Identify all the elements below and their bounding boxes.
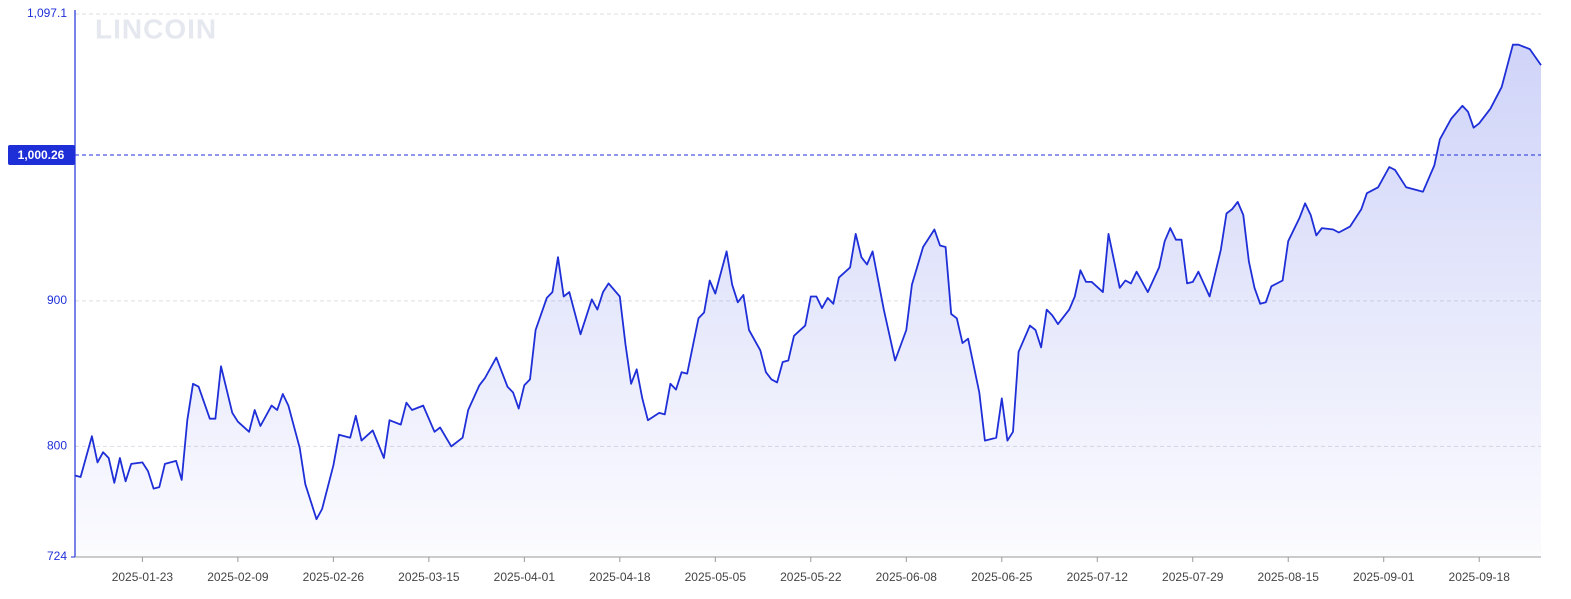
x-tick-label: 2025-09-18	[1449, 570, 1511, 584]
x-tick-label: 2025-01-23	[112, 570, 174, 584]
x-tick-label: 2025-05-22	[780, 570, 842, 584]
x-tick-label: 2025-08-15	[1258, 570, 1320, 584]
y-tick-label: 800	[47, 439, 67, 453]
x-tick-label: 2025-07-29	[1162, 570, 1224, 584]
x-tick-label: 2025-05-05	[685, 570, 747, 584]
x-tick-label: 2025-07-12	[1067, 570, 1129, 584]
watermark: LINCOIN	[95, 13, 217, 44]
current-price-badge	[8, 144, 75, 165]
y-tick-label: 724	[47, 549, 67, 563]
x-tick-label: 2025-04-01	[494, 570, 556, 584]
x-tick-label: 2025-02-26	[303, 570, 365, 584]
x-tick-label: 2025-02-09	[207, 570, 269, 584]
x-tick-label: 2025-09-01	[1353, 570, 1415, 584]
x-tick-label: 2025-04-18	[589, 570, 651, 584]
x-tick-label: 2025-06-25	[971, 570, 1033, 584]
y-tick-label: 900	[47, 293, 67, 307]
current-price-label: 1,000.26	[18, 148, 65, 162]
x-tick-label: 2025-03-15	[398, 570, 460, 584]
x-tick-label: 2025-06-08	[876, 570, 938, 584]
price-line	[74, 43, 1542, 521]
y-tick-label: 1,097.1	[27, 6, 67, 20]
area-fill	[75, 44, 1541, 557]
